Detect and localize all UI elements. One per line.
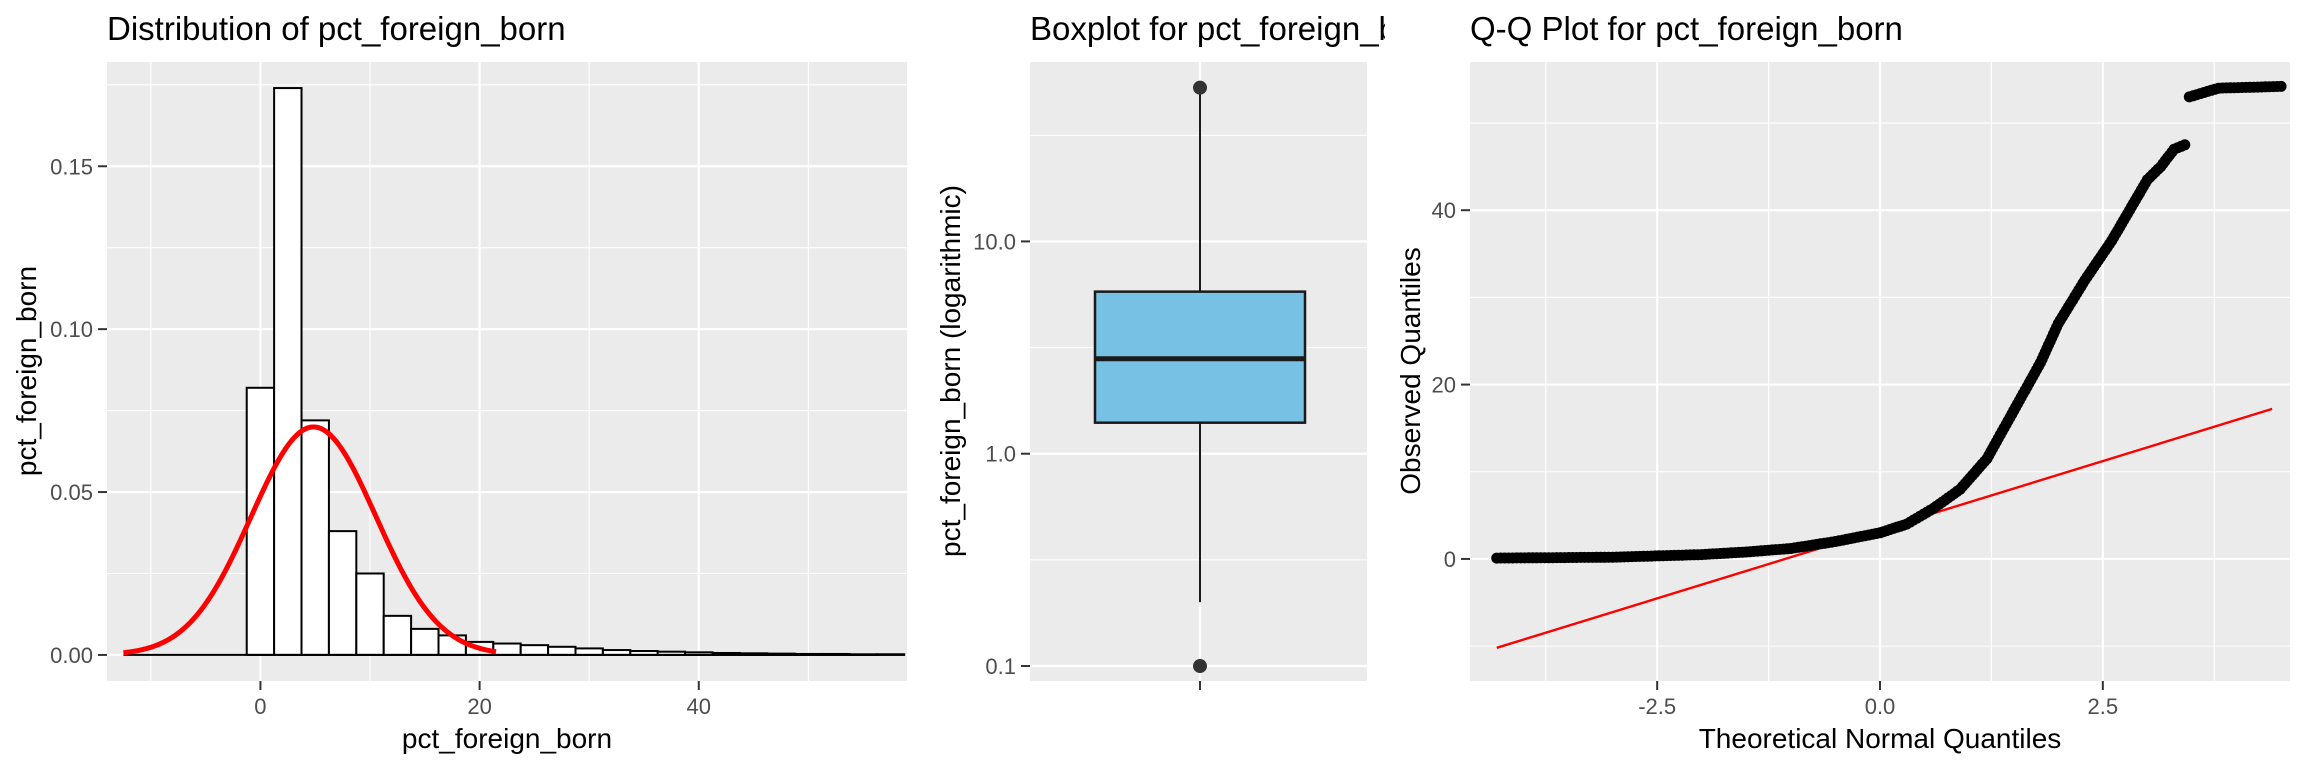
- y-tick-label: 0.05: [50, 480, 93, 505]
- outlier-point: [1193, 80, 1207, 95]
- x-tick-label: 0.0: [1865, 694, 1896, 719]
- histogram-title: Distribution of pct_foreign_born: [107, 10, 566, 47]
- qq-x-ticks: -2.5 0.0 2.5: [1638, 681, 2118, 719]
- qq-plot-chart: Q-Q Plot for pct_foreign_born -2.5 0.0 2.5…: [1395, 10, 2290, 754]
- x-tick-label: 20: [467, 694, 491, 719]
- boxplot-box: [1093, 80, 1307, 674]
- y-tick-label: 0.00: [50, 643, 93, 668]
- histogram-bar: [410, 627, 440, 656]
- histogram-bar: [547, 645, 577, 656]
- y-tick-label: 0.10: [50, 317, 93, 342]
- histogram-bar: [273, 87, 303, 656]
- qq-x-axis-title: Theoretical Normal Quantiles: [1699, 723, 2062, 754]
- outlier-point: [1193, 659, 1207, 674]
- boxplot-y-ticks: 0.1 1.0 10.0: [973, 229, 1030, 679]
- histogram-bar: [492, 642, 522, 656]
- qq-y-ticks: 0 20 40: [1432, 198, 1470, 572]
- x-tick-label: 2.5: [2088, 694, 2119, 719]
- histogram-bars: [123, 87, 906, 656]
- x-tick-label: 0: [254, 694, 266, 719]
- histogram-bar: [355, 572, 385, 656]
- qq-point: [2179, 139, 2191, 151]
- histogram-bar: [382, 614, 413, 656]
- x-tick-label: -2.5: [1638, 694, 1676, 719]
- qq-point: [2275, 80, 2287, 92]
- boxplot-y-axis-title: pct_foreign_born (logarithmic): [935, 185, 966, 557]
- qq-gridlines: [1470, 62, 2290, 681]
- y-tick-label: 40: [1432, 198, 1456, 223]
- histogram-panel: [107, 62, 907, 681]
- histogram-bar: [519, 644, 550, 656]
- qq-title: Q-Q Plot for pct_foreign_born: [1470, 10, 1903, 47]
- x-tick-label: 40: [687, 694, 711, 719]
- histogram-chart: Distribution of pct_foreign_born 0 20 40 0…: [11, 10, 907, 754]
- y-tick-label: 10.0: [973, 229, 1016, 254]
- histogram-y-ticks: 0.00 0.05 0.10 0.15: [50, 154, 107, 668]
- histogram-bar: [300, 419, 330, 656]
- y-tick-label: 0.15: [50, 154, 93, 179]
- boxplot-title: Boxplot for pct_foreign_born: [1030, 10, 1445, 47]
- y-tick-label: 20: [1432, 373, 1456, 398]
- histogram-bar: [875, 653, 906, 656]
- y-tick-label: 1.0: [985, 442, 1016, 467]
- histogram-bar: [327, 530, 358, 656]
- qq-y-axis-title: Observed Quantiles: [1395, 247, 1426, 494]
- qq-points: [1491, 80, 2287, 564]
- histogram-x-axis-title: pct_foreign_born: [402, 723, 612, 754]
- histogram-y-axis-title: pct_foreign_born: [11, 266, 42, 476]
- y-tick-label: 0.1: [985, 654, 1016, 679]
- normal-density-curve: [123, 424, 497, 656]
- boxplot-chart: Boxplot for pct_foreign_born 0.11.010.0 …: [935, 10, 1445, 690]
- y-tick-label: 0: [1444, 547, 1456, 572]
- histogram-x-ticks: 0 20 40: [254, 681, 711, 719]
